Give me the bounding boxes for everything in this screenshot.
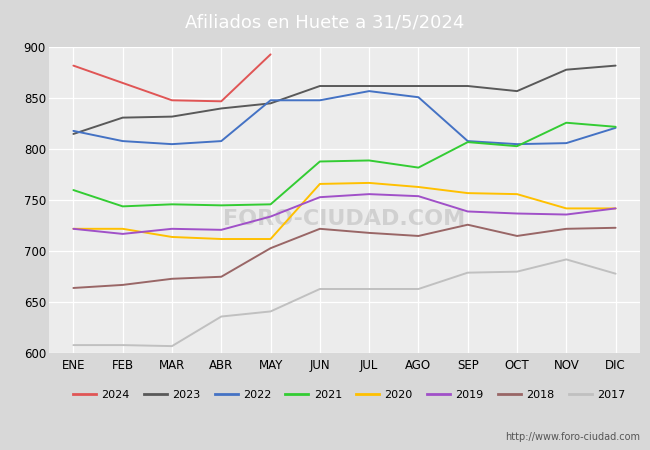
Text: 2019: 2019 — [455, 390, 484, 400]
Text: 2018: 2018 — [526, 390, 554, 400]
Text: http://www.foro-ciudad.com: http://www.foro-ciudad.com — [505, 432, 640, 442]
Text: FORO-CIUDAD.COM: FORO-CIUDAD.COM — [224, 209, 465, 229]
Text: 2017: 2017 — [597, 390, 625, 400]
Text: Afiliados en Huete a 31/5/2024: Afiliados en Huete a 31/5/2024 — [185, 13, 465, 31]
Text: 2020: 2020 — [385, 390, 413, 400]
Text: 2024: 2024 — [101, 390, 129, 400]
Text: 2021: 2021 — [314, 390, 342, 400]
Text: 2022: 2022 — [243, 390, 271, 400]
Text: 2023: 2023 — [172, 390, 200, 400]
